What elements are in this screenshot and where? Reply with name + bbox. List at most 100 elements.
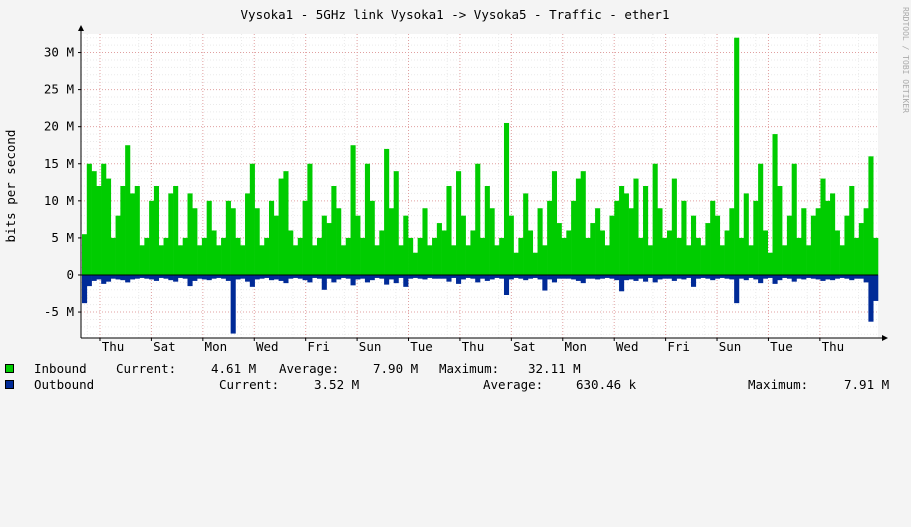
inbound-bar bbox=[705, 223, 711, 275]
x-tick-label: Mon bbox=[564, 339, 587, 354]
inbound-bar bbox=[105, 178, 112, 275]
inbound-bar bbox=[96, 186, 102, 275]
inbound-bar bbox=[283, 171, 289, 275]
inbound-bar bbox=[782, 245, 788, 275]
inbound-bar bbox=[676, 237, 682, 275]
outbound-bar bbox=[369, 274, 375, 281]
outbound-bar bbox=[758, 274, 764, 284]
inbound-maximum-value: 32.11 M bbox=[528, 361, 581, 376]
inbound-bar bbox=[777, 186, 783, 275]
inbound-average-value: 7.90 M bbox=[373, 361, 419, 376]
outbound-bar bbox=[609, 274, 615, 279]
outbound-bar bbox=[225, 274, 231, 281]
inbound-bar bbox=[249, 163, 255, 275]
outbound-bar bbox=[460, 274, 466, 280]
inbound-bar bbox=[513, 252, 519, 275]
outbound-bar bbox=[139, 274, 145, 278]
outbound-bar bbox=[796, 274, 802, 279]
inbound-bar bbox=[86, 163, 92, 275]
outbound-bar bbox=[408, 274, 414, 279]
outbound-bar bbox=[417, 274, 423, 279]
outbound-bar bbox=[561, 274, 567, 279]
x-tick-label: Mon bbox=[205, 339, 228, 354]
inbound-bar bbox=[643, 186, 649, 275]
inbound-bar bbox=[863, 208, 869, 275]
y-tick-label: 0 bbox=[66, 267, 74, 282]
outbound-bar bbox=[810, 274, 816, 279]
outbound-bar bbox=[825, 274, 831, 280]
outbound-bar bbox=[595, 274, 601, 280]
outbound-bar bbox=[868, 274, 874, 322]
outbound-bar bbox=[830, 274, 836, 281]
inbound-bar bbox=[460, 215, 466, 275]
outbound-bar bbox=[820, 274, 826, 281]
inbound-bar bbox=[844, 215, 850, 275]
outbound-bar bbox=[82, 274, 88, 304]
outbound-bar bbox=[101, 274, 107, 284]
inbound-bar bbox=[465, 245, 471, 275]
outbound-bar bbox=[480, 274, 486, 279]
outbound-bar bbox=[331, 274, 337, 283]
inbound-bar bbox=[120, 186, 126, 275]
outbound-bar bbox=[690, 274, 697, 287]
outbound-bar bbox=[144, 274, 150, 279]
inbound-bar bbox=[734, 37, 740, 275]
outbound-bar bbox=[86, 274, 92, 287]
x-tick-label: Sat bbox=[153, 339, 176, 354]
inbound-bar bbox=[743, 193, 749, 275]
outbound-bar bbox=[777, 274, 783, 281]
outbound-bar bbox=[791, 274, 797, 282]
inbound-bar bbox=[551, 171, 558, 275]
inbound-bar bbox=[695, 237, 701, 275]
inbound-bar bbox=[667, 230, 673, 275]
outbound-bar bbox=[734, 274, 740, 304]
rrdtool-watermark: RRDTOOL / TOBI OETIKER bbox=[901, 7, 910, 113]
inbound-bar bbox=[163, 237, 169, 275]
outbound-bar bbox=[532, 274, 538, 278]
inbound-bar bbox=[441, 230, 447, 275]
inbound-bar bbox=[681, 200, 687, 275]
inbound-bar bbox=[489, 208, 495, 275]
y-tick-label: -5 M bbox=[44, 304, 74, 319]
outbound-bar bbox=[494, 274, 500, 278]
outbound-maximum-label: Maximum: bbox=[748, 377, 809, 392]
outbound-bar bbox=[858, 274, 864, 279]
inbound-bar bbox=[168, 193, 174, 275]
outbound-bar bbox=[273, 274, 279, 280]
inbound-bar bbox=[427, 245, 433, 275]
outbound-bar bbox=[489, 274, 495, 280]
outbound-bar bbox=[839, 274, 845, 278]
outbound-average-value: 630.46 k bbox=[576, 377, 637, 392]
inbound-bar bbox=[595, 208, 601, 275]
inbound-bar bbox=[503, 122, 510, 275]
outbound-bar bbox=[676, 274, 682, 279]
outbound-bar bbox=[177, 274, 183, 278]
inbound-bar bbox=[547, 200, 553, 275]
outbound-bar bbox=[671, 274, 677, 281]
outbound-bar bbox=[182, 274, 188, 279]
outbound-bar bbox=[686, 274, 692, 278]
outbound-bar bbox=[235, 274, 241, 280]
inbound-bar bbox=[101, 163, 107, 275]
outbound-bar bbox=[91, 274, 97, 281]
inbound-bar bbox=[609, 215, 615, 275]
inbound-bar bbox=[398, 245, 404, 275]
outbound-bar bbox=[599, 274, 605, 279]
x-tick-label: Fri bbox=[307, 339, 330, 354]
inbound-bar bbox=[254, 208, 260, 275]
outbound-bar bbox=[647, 274, 653, 278]
outbound-bar bbox=[849, 274, 855, 281]
inbound-bar bbox=[192, 208, 198, 275]
inbound-bar bbox=[628, 208, 634, 275]
inbound-bar bbox=[201, 237, 207, 275]
inbound-bar bbox=[796, 237, 802, 275]
outbound-bar bbox=[499, 274, 505, 279]
outbound-bar bbox=[705, 274, 711, 279]
legend-inbound: Inbound Current: 4.61 M Average: 7.90 M … bbox=[5, 361, 581, 376]
inbound-bar bbox=[451, 245, 457, 275]
inbound-bar bbox=[115, 215, 121, 275]
outbound-bar bbox=[681, 274, 687, 280]
inbound-bar bbox=[753, 200, 759, 275]
inbound-bar bbox=[475, 163, 481, 275]
inbound-bar bbox=[508, 215, 514, 275]
